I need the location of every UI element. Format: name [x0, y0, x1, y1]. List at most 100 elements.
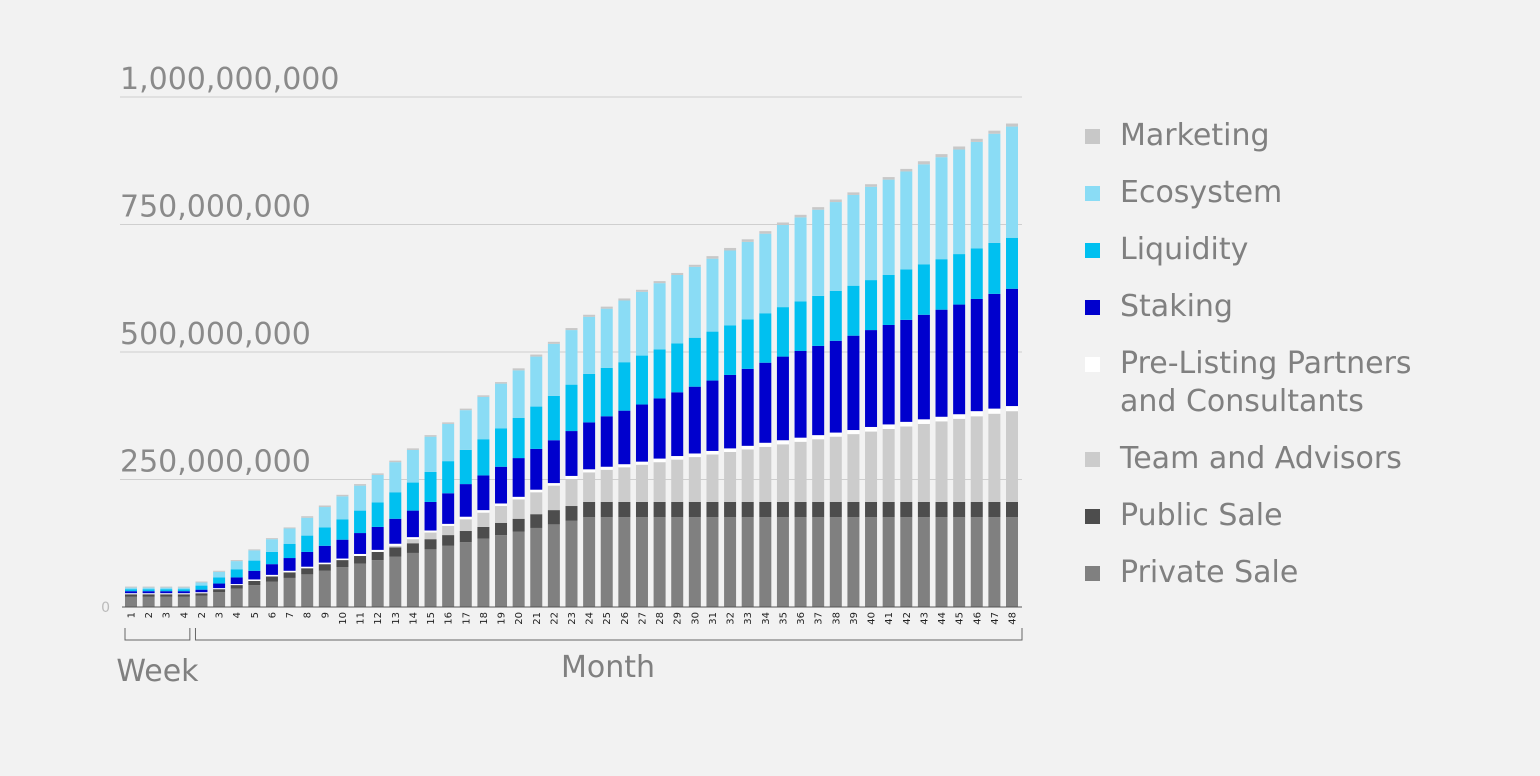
- bar-segment: [618, 467, 631, 502]
- bar-segment: [935, 157, 948, 260]
- bar-segment: [882, 517, 895, 607]
- group-label: Week: [116, 654, 199, 689]
- bar-segment: [230, 584, 243, 586]
- x-tick-label: 3: [162, 612, 173, 618]
- bar-segment: [160, 593, 173, 595]
- bar-segment: [512, 496, 525, 500]
- bar-segment: [512, 458, 525, 497]
- bar-segment: [970, 298, 983, 412]
- x-tick-label: 36: [796, 612, 807, 625]
- bar-segment: [688, 264, 701, 267]
- bar-segment: [882, 501, 895, 518]
- legend-item: Pre-Listing Partners and Consultants: [1085, 345, 1445, 421]
- bar-segment: [917, 423, 930, 502]
- x-tick-label: 4: [179, 612, 190, 618]
- x-tick-label: 6: [267, 612, 278, 618]
- bar-segment: [336, 558, 349, 561]
- x-tick-label: 42: [902, 612, 913, 625]
- bar-segment: [424, 471, 437, 502]
- bar-segment: [318, 507, 331, 528]
- bar-segment: [459, 449, 472, 485]
- bar-segment: [900, 168, 913, 172]
- x-tick-label: 3: [215, 612, 226, 618]
- x-tick-label: 21: [532, 612, 543, 625]
- x-tick-label: 34: [761, 612, 772, 625]
- bar-segment: [741, 368, 754, 446]
- x-tick-label: 5: [250, 612, 261, 618]
- bar-segment: [265, 551, 278, 565]
- bar-segment: [900, 501, 913, 518]
- bar-segment: [424, 501, 437, 531]
- bar-segment: [724, 325, 737, 375]
- x-tick-label: 33: [743, 612, 754, 625]
- bar-segment: [547, 524, 560, 607]
- bar-segment: [653, 517, 666, 607]
- bar-segment: [336, 519, 349, 540]
- bar-segment: [671, 456, 684, 460]
- bar-segment: [759, 446, 772, 502]
- bar-segment: [970, 501, 983, 518]
- bar-segment: [142, 586, 155, 588]
- bar-segment: [336, 496, 349, 520]
- bar-segment: [970, 411, 983, 417]
- bar-segment: [653, 501, 666, 518]
- bar-segment: [477, 510, 490, 513]
- bar-segment: [495, 535, 508, 607]
- bar-segment: [706, 331, 719, 381]
- bar-segment: [917, 517, 930, 607]
- bar-segment: [865, 330, 878, 427]
- bar-segment: [847, 434, 860, 502]
- bar-segment: [459, 531, 472, 543]
- x-tick-label: 1: [127, 612, 138, 618]
- bar-segment: [635, 355, 648, 405]
- bar-segment: [776, 356, 789, 441]
- bar-segment: [882, 424, 895, 430]
- bar-segment: [248, 549, 261, 551]
- bar-segment: [618, 464, 631, 468]
- legend-label: Marketing: [1120, 118, 1270, 153]
- legend-label: Public Sale: [1120, 498, 1283, 533]
- legend-item: Team and Advisors: [1085, 440, 1445, 478]
- bar-segment: [847, 335, 860, 431]
- bar-segment: [547, 483, 560, 486]
- bar-segment: [195, 585, 208, 590]
- bar-segment: [265, 564, 278, 575]
- bar-segment: [741, 449, 754, 502]
- legend-swatch: [1085, 566, 1100, 581]
- bar-segment: [177, 591, 190, 594]
- bar-segment: [495, 428, 508, 467]
- bar-segment: [741, 241, 754, 320]
- bar-segment: [477, 475, 490, 511]
- x-tick-label: 10: [338, 612, 349, 625]
- bar-segment: [495, 466, 508, 504]
- legend-label: Staking: [1120, 289, 1233, 324]
- x-tick-label: 30: [690, 612, 701, 625]
- y-tick-label: 1,000,000,000: [120, 62, 339, 97]
- bar-segment: [953, 501, 966, 518]
- bar-segment: [988, 293, 1001, 409]
- bar-segment: [371, 502, 384, 527]
- bar-segment: [900, 426, 913, 502]
- bar-segment: [706, 454, 719, 502]
- bar-segment: [847, 194, 860, 286]
- bar-segment: [336, 539, 349, 559]
- bar-segment: [530, 492, 543, 515]
- legend-swatch: [1085, 186, 1100, 201]
- y-tick-label: 0: [101, 600, 110, 616]
- x-tick-label: 2: [197, 612, 208, 618]
- bar-segment: [1006, 411, 1018, 502]
- bar-segment: [389, 518, 402, 544]
- bar-segment: [988, 501, 1001, 518]
- bar-segment: [177, 586, 190, 588]
- bar-segment: [635, 289, 648, 292]
- bar-segment: [301, 516, 314, 518]
- legend-item: Staking: [1085, 288, 1445, 326]
- bar-segment: [442, 461, 455, 494]
- bar-segment: [776, 307, 789, 357]
- bar-segment: [459, 408, 472, 411]
- bar-segment: [988, 413, 1001, 502]
- bar-segment: [125, 593, 137, 595]
- x-tick-label: 13: [391, 612, 402, 625]
- bar-segment: [776, 444, 789, 502]
